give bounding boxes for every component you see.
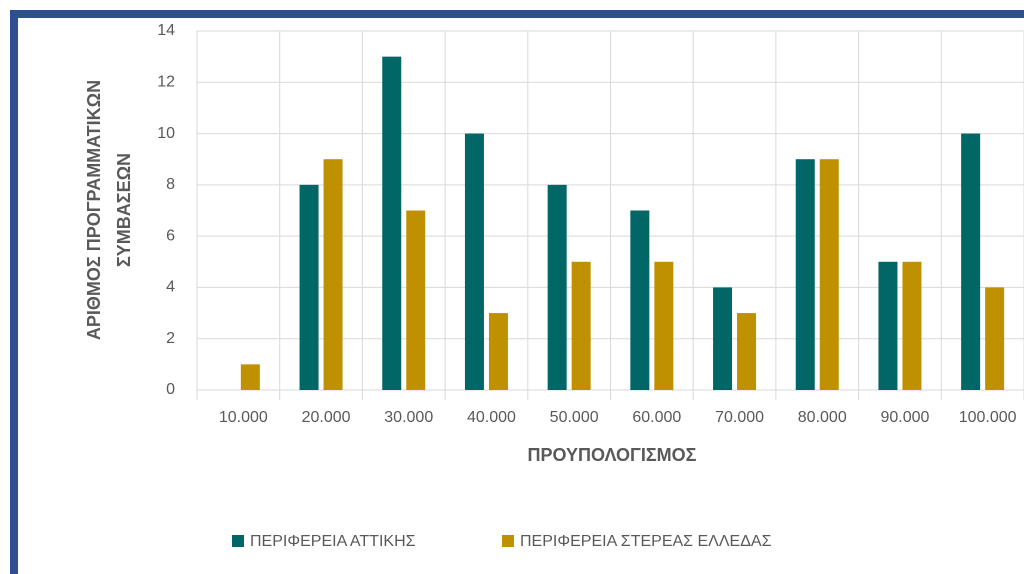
y-tick-label: 4 — [166, 279, 175, 296]
x-tick-label: 60.000 — [632, 409, 681, 426]
y-tick-label: 14 — [157, 22, 175, 39]
y-tick-label: 2 — [166, 330, 175, 347]
x-tick-label: 20.000 — [302, 409, 351, 426]
bar — [985, 287, 1005, 390]
bar — [240, 364, 260, 390]
x-tick-label: 90.000 — [880, 409, 929, 426]
bar — [464, 133, 484, 391]
legend-label: ΠΕΡΙΦΕΡΕΙΑ ΑΤΤΙΚΗΣ — [250, 533, 416, 550]
x-tick-label: 10.000 — [219, 409, 268, 426]
x-tick-label: 50.000 — [550, 409, 599, 426]
bar — [630, 210, 650, 390]
x-tick-label: 40.000 — [467, 409, 516, 426]
bar — [795, 159, 815, 390]
legend-label: ΠΕΡΙΦΕΡΕΙΑ ΣΤΕΡΕΑΣ ΕΛΛΕΔΑΣ — [520, 533, 772, 550]
x-tick-label: 30.000 — [384, 409, 433, 426]
bar — [406, 210, 426, 390]
bar — [571, 261, 591, 390]
bar — [654, 261, 674, 390]
y-tick-label: 10 — [157, 125, 175, 142]
bar — [299, 184, 319, 390]
x-tick-label: 70.000 — [715, 409, 764, 426]
legend-swatch — [232, 535, 244, 547]
x-axis-title: ΠΡΟΥΠΟΛΟΓΙΣΜΟΣ — [528, 445, 697, 465]
y-tick-label: 6 — [166, 227, 175, 244]
frame-top — [10, 10, 1024, 18]
bar — [547, 184, 567, 390]
bar — [878, 261, 898, 390]
bar — [737, 313, 757, 390]
bar — [323, 159, 343, 390]
frame-left — [10, 10, 18, 574]
x-tick-label: 80.000 — [798, 409, 847, 426]
y-axis-title: ΑΡΙΘΜΟΣ ΠΡΟΓΡΑΜΜΑΤΙΚΩΝ — [84, 80, 104, 340]
bar — [902, 261, 922, 390]
bar — [488, 313, 508, 390]
bar — [961, 133, 981, 391]
y-tick-label: 8 — [166, 176, 175, 193]
y-axis-title: ΣΥΜΒΑΣΕΩΝ — [114, 153, 134, 267]
x-tick-label: 100.000 — [959, 409, 1017, 426]
bar — [819, 159, 839, 390]
legend-swatch — [502, 535, 514, 547]
y-tick-label: 12 — [157, 74, 175, 91]
bar — [382, 56, 402, 391]
y-tick-label: 0 — [166, 381, 175, 398]
bar — [713, 287, 733, 390]
